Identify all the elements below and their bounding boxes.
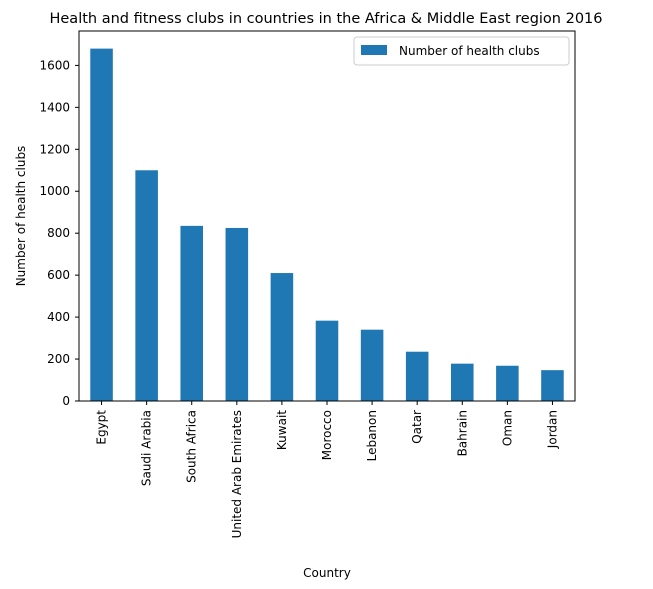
bar [90, 48, 113, 401]
x-axis-label: Country [303, 566, 351, 580]
y-tick-label: 1000 [39, 184, 70, 198]
bar [496, 365, 519, 401]
bar [180, 225, 203, 401]
x-tick-label: South Africa [185, 410, 199, 483]
bar [541, 370, 564, 401]
y-tick-label: 400 [47, 310, 70, 324]
bar [405, 351, 429, 401]
bar [225, 227, 249, 401]
x-tick-label: Qatar [410, 410, 424, 444]
y-axis: 0 200 400 600 800 1000 1200 1400 1600 [39, 58, 79, 408]
x-axis: Egypt Saudi Arabia South Africa United Arab… [95, 401, 559, 538]
y-tick-label: 1400 [39, 100, 70, 114]
x-tick-label: Bahrain [455, 410, 469, 456]
x-tick-label: Saudi Arabia [140, 410, 154, 486]
y-tick-label: 800 [47, 226, 70, 240]
y-tick-label: 1600 [39, 58, 70, 72]
y-tick-label: 200 [47, 352, 70, 366]
legend-label: Number of health clubs [399, 44, 540, 58]
legend-frame [353, 36, 570, 66]
legend-swatch [361, 45, 387, 55]
y-tick-label: 1200 [39, 142, 70, 156]
chart-title: Health and fitness clubs in countries in… [49, 11, 602, 27]
bar [451, 363, 474, 401]
bar [270, 273, 294, 401]
bar [360, 329, 384, 401]
x-tick-label: United Arab Emirates [230, 410, 244, 538]
bar [135, 170, 158, 401]
y-tick-label: 0 [62, 394, 70, 408]
x-tick-label: Lebanon [365, 410, 379, 461]
x-tick-label: Kuwait [275, 410, 289, 450]
bars [90, 48, 564, 401]
legend: Number of health clubs [353, 36, 570, 66]
bar [315, 320, 339, 401]
x-tick-label: Egypt [95, 410, 109, 445]
plot-frame [78, 30, 576, 402]
y-axis-label: Number of health clubs [14, 146, 28, 287]
y-tick-label: 600 [47, 268, 70, 282]
x-tick-label: Morocco [320, 410, 334, 460]
x-tick-label: Oman [500, 410, 514, 446]
x-tick-label: Jordan [545, 410, 559, 449]
